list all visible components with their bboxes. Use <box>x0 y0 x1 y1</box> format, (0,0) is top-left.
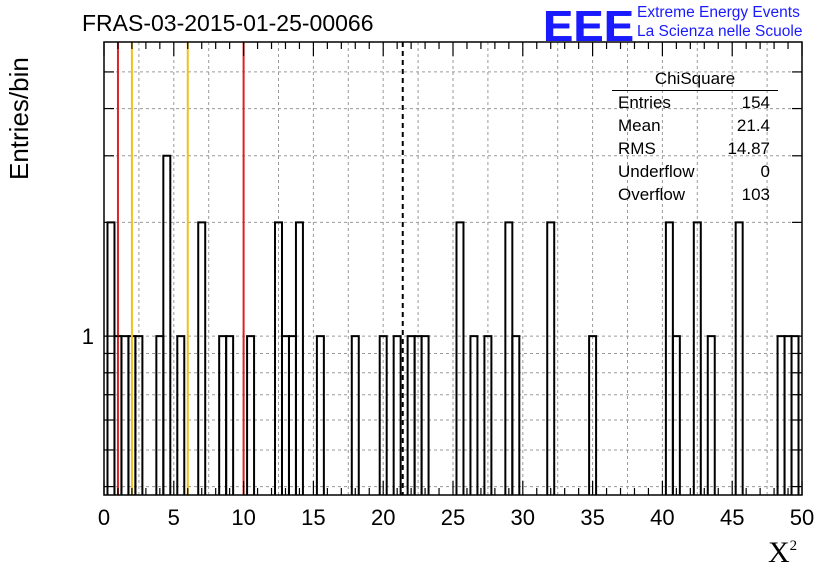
x-tick-label: 35 <box>580 505 604 530</box>
stats-title: ChiSquare <box>612 68 778 91</box>
histogram-bin <box>406 335 416 495</box>
stats-label: Overflow <box>618 185 686 204</box>
x-tick-label: 20 <box>371 505 395 530</box>
histogram-bin <box>392 335 402 495</box>
x-tick-label: 40 <box>650 505 674 530</box>
x-tick-label: 45 <box>720 505 744 530</box>
histogram-bin <box>155 335 165 495</box>
histogram-bin <box>546 221 556 495</box>
x-axis-label-text: X <box>768 536 790 569</box>
histogram-bin <box>776 335 786 495</box>
histogram-bin <box>671 335 681 495</box>
x-tick-label: 25 <box>441 505 465 530</box>
histogram-bin <box>790 335 800 495</box>
y-tick-label: 1 <box>82 324 94 349</box>
x-axis-label: X2 <box>768 536 797 570</box>
histogram-bin <box>483 335 493 495</box>
stats-value: 14.87 <box>727 139 770 158</box>
x-tick-label: 15 <box>301 505 325 530</box>
eee-logo: EEE <box>543 2 635 51</box>
histogram-bin <box>706 335 716 495</box>
run-title: FRAS-03-2015-01-25-00066 <box>82 10 374 36</box>
x-tick-label: 50 <box>790 505 814 530</box>
stats-label: Mean <box>618 116 661 135</box>
histogram-bin <box>692 221 702 495</box>
x-tick-label: 5 <box>168 505 180 530</box>
x-axis-label-superscript: 2 <box>789 538 798 554</box>
stats-row-overflow: Overflow 103 <box>612 183 778 206</box>
x-tick-label: 10 <box>231 505 255 530</box>
histogram-bin <box>120 335 130 495</box>
histogram-bin <box>280 335 290 495</box>
stats-row-rms: RMS 14.87 <box>612 137 778 160</box>
histogram-bin <box>246 335 256 495</box>
stats-box: ChiSquare Entries 154 Mean 21.4 RMS 14.87 U… <box>612 68 778 206</box>
stats-label: Entries <box>618 93 671 112</box>
histogram-bin <box>162 154 172 495</box>
x-tick-label: 30 <box>511 505 535 530</box>
histogram-bins <box>106 154 800 495</box>
plot-frame <box>103 41 803 496</box>
stats-label: RMS <box>618 139 656 158</box>
histogram-bin <box>106 221 116 495</box>
logo-line-2: La Scienza nelle Scuole <box>637 23 803 40</box>
stats-row-entries: Entries 154 <box>612 91 778 114</box>
histogram-bin <box>294 221 304 495</box>
stats-value: 103 <box>741 185 770 204</box>
axis-ticks <box>103 42 803 495</box>
stats-value: 154 <box>741 93 770 112</box>
histogram-bin <box>315 335 325 495</box>
stats-row-underflow: Underflow 0 <box>612 160 778 183</box>
histogram-bin <box>287 335 297 495</box>
y-tick-labels: 1 <box>82 324 94 349</box>
stats-value: 0 <box>760 162 770 181</box>
histogram-bin <box>274 221 283 495</box>
reference-lines <box>116 42 404 495</box>
histogram-bin <box>664 221 674 495</box>
histogram-bin <box>734 221 744 495</box>
x-tick-label: 0 <box>98 505 110 530</box>
histogram-bin <box>511 335 521 495</box>
histogram-bin <box>218 335 228 495</box>
histogram-bin <box>504 221 514 495</box>
logo-line-1: Extreme Energy Events <box>637 4 800 21</box>
histogram-bin <box>225 335 235 495</box>
stats-label: Underflow <box>618 162 695 181</box>
histogram-bin <box>469 335 479 495</box>
histogram-bin <box>350 335 360 495</box>
y-axis-label: Entries/bin <box>4 57 34 180</box>
histogram-bin <box>420 335 430 495</box>
histogram-bin <box>455 221 465 495</box>
histogram-bin <box>176 335 186 495</box>
histogram-bin <box>134 335 144 495</box>
x-tick-labels: 0 5 10 15 20 25 30 35 40 45 50 <box>98 505 814 530</box>
histogram-bin <box>588 335 598 495</box>
histogram-bin <box>378 335 388 495</box>
histogram-bin <box>197 221 207 495</box>
histogram-bin <box>783 335 793 495</box>
stats-row-mean: Mean 21.4 <box>612 114 778 137</box>
stats-value: 21.4 <box>736 116 770 135</box>
